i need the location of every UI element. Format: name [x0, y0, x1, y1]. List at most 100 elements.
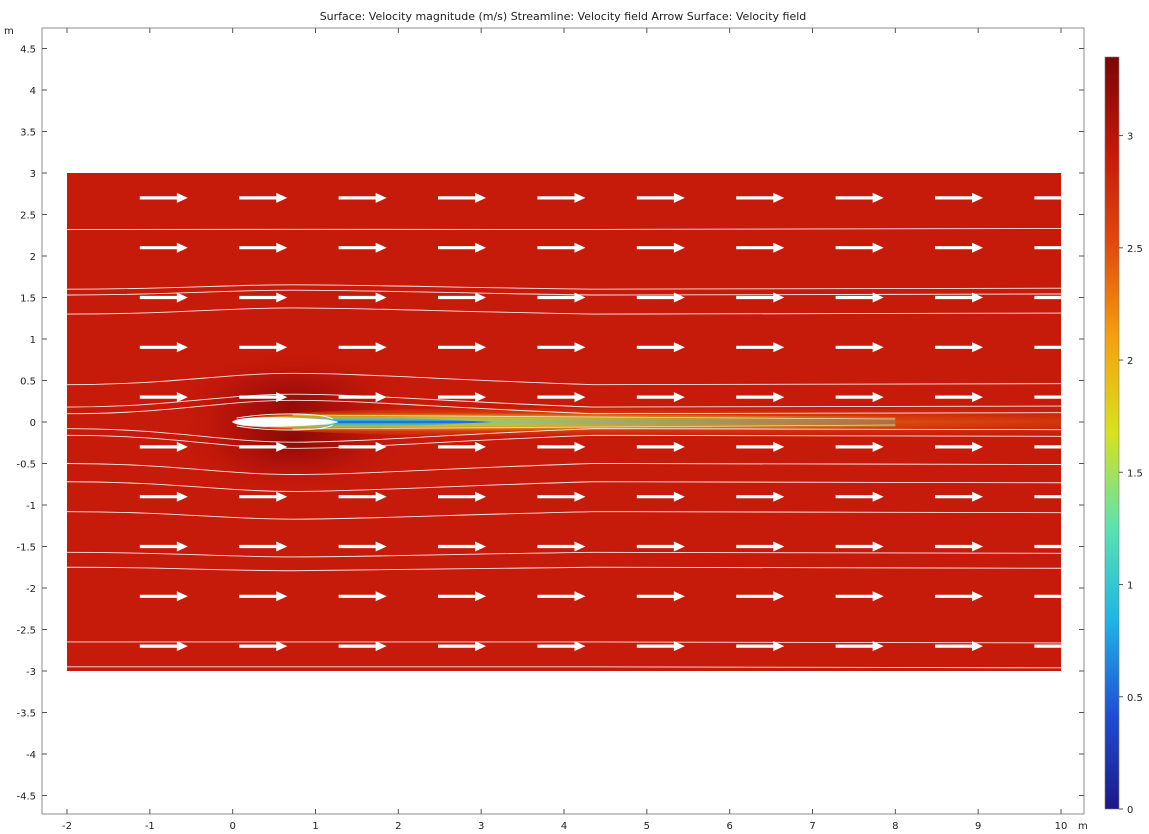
velocity-arrow — [338, 342, 387, 353]
velocity-arrow — [736, 242, 785, 253]
velocity-arrow-head — [475, 242, 487, 253]
velocity-arrow — [537, 441, 586, 452]
colorbar-tick-label: 1 — [1127, 581, 1133, 592]
colorbar-tick-label: 3 — [1127, 132, 1133, 143]
velocity-arrow — [438, 242, 487, 253]
streamline — [67, 566, 1061, 572]
velocity-arrow-head — [475, 591, 487, 602]
plot-title: Surface: Velocity magnitude (m/s) Stream… — [320, 10, 807, 23]
velocity-arrow-head — [475, 641, 487, 652]
velocity-arrow — [139, 242, 188, 253]
velocity-arrow-head — [276, 242, 288, 253]
velocity-arrow-head — [276, 392, 288, 403]
velocity-arrow — [438, 441, 487, 452]
velocity-arrow — [736, 441, 785, 452]
velocity-arrow — [239, 641, 288, 652]
velocity-arrow — [736, 392, 785, 403]
velocity-arrow — [139, 342, 188, 353]
velocity-arrow — [636, 392, 685, 403]
velocity-arrow — [1034, 295, 1061, 300]
colorbar-tick-label: 2 — [1127, 356, 1133, 367]
velocity-arrow-head — [872, 591, 884, 602]
velocity-arrow — [835, 342, 884, 353]
velocity-arrow — [935, 242, 984, 253]
velocity-arrow-head — [276, 192, 288, 203]
y-axis-unit: m — [4, 26, 14, 37]
y-tick-label: -3 — [26, 667, 36, 678]
x-tick-label: 7 — [809, 821, 815, 832]
velocity-arrow — [835, 192, 884, 203]
velocity-arrow-head — [176, 242, 188, 253]
y-tick-label: 3 — [30, 169, 36, 180]
velocity-arrow — [438, 292, 487, 303]
velocity-arrow-head — [176, 641, 188, 652]
velocity-arrow — [736, 192, 785, 203]
velocity-arrow — [338, 491, 387, 502]
y-tick-label: -1 — [26, 501, 36, 512]
x-tick-label: 2 — [395, 821, 401, 832]
colorbar-tick-label: 2.5 — [1127, 244, 1143, 255]
streamline — [67, 434, 1061, 449]
streamline — [67, 393, 1061, 408]
velocity-arrow-head — [276, 342, 288, 353]
velocity-arrow-head — [972, 641, 984, 652]
velocity-arrow-head — [574, 641, 586, 652]
velocity-arrow-head — [673, 342, 685, 353]
x-tick-label: 3 — [478, 821, 484, 832]
velocity-arrow — [935, 641, 984, 652]
y-tick-label: -4.5 — [16, 792, 36, 803]
velocity-arrow-head — [375, 292, 387, 303]
velocity-arrow-head — [375, 242, 387, 253]
velocity-arrow-head — [872, 491, 884, 502]
velocity-arrow — [736, 292, 785, 303]
velocity-arrow-head — [475, 392, 487, 403]
velocity-arrow-head — [176, 392, 188, 403]
velocity-arrow-head — [773, 292, 785, 303]
velocity-arrow-head — [872, 441, 884, 452]
velocity-arrow — [636, 541, 685, 552]
y-tick-label: -0.5 — [16, 460, 36, 471]
velocity-arrow — [1034, 246, 1061, 250]
x-tick-label: 6 — [726, 821, 732, 832]
velocity-arrow — [139, 591, 188, 602]
velocity-arrow-head — [773, 342, 785, 353]
velocity-arrow-head — [773, 242, 785, 253]
velocity-arrow-head — [375, 541, 387, 552]
velocity-arrow-head — [375, 342, 387, 353]
velocity-arrow-head — [276, 441, 288, 452]
velocity-arrow-head — [375, 641, 387, 652]
velocity-arrow — [537, 491, 586, 502]
velocity-arrow-head — [673, 591, 685, 602]
velocity-arrow-head — [972, 541, 984, 552]
velocity-arrow — [537, 242, 586, 253]
velocity-arrow-head — [872, 641, 884, 652]
x-tick-label: -1 — [145, 821, 155, 832]
colorbar-tick-label: 0.5 — [1127, 693, 1143, 704]
velocity-arrow — [1034, 395, 1061, 399]
x-axis-unit: m — [1078, 821, 1088, 832]
velocity-arrow-head — [673, 192, 685, 203]
velocity-arrow-head — [673, 491, 685, 502]
velocity-arrow-head — [475, 192, 487, 203]
streamline — [67, 399, 1061, 415]
x-tick-label: 10 — [1055, 821, 1068, 832]
velocity-arrow-head — [773, 541, 785, 552]
velocity-arrow — [438, 342, 487, 353]
velocity-arrow-head — [176, 591, 188, 602]
velocity-arrow — [139, 541, 188, 552]
y-tick-label: -3.5 — [16, 709, 36, 720]
velocity-arrow — [636, 192, 685, 203]
x-axis: -2 -1 0 1 2 3 4 5 6 7 8 9 10 — [62, 28, 1067, 832]
velocity-arrow-head — [872, 392, 884, 403]
x-tick-label: 9 — [975, 821, 981, 832]
velocity-arrow — [835, 641, 884, 652]
streamlines — [67, 227, 1061, 669]
velocity-arrow-head — [375, 441, 387, 452]
velocity-arrow — [537, 641, 586, 652]
velocity-arrow-head — [176, 541, 188, 552]
streamline — [67, 641, 1061, 644]
y-tick-label: 0.5 — [20, 377, 36, 388]
velocity-arrow-head — [773, 591, 785, 602]
velocity-arrow-head — [972, 392, 984, 403]
velocity-arrow — [1034, 196, 1061, 200]
